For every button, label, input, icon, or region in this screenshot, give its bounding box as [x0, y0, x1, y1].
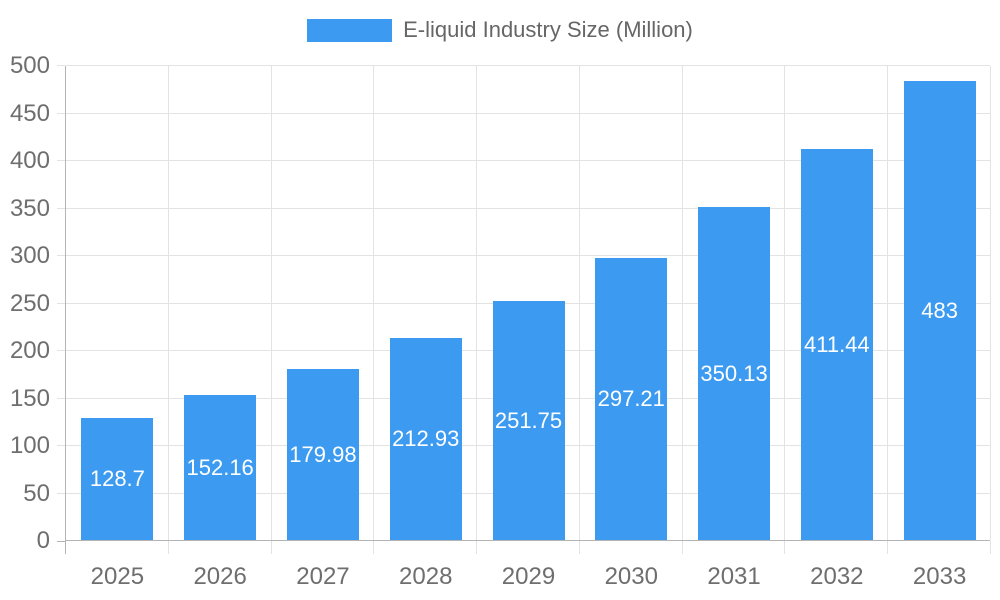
gridline-vertical: [168, 66, 169, 540]
y-axis-tick: [57, 350, 65, 351]
x-axis-label: 2027: [296, 563, 350, 590]
y-axis-tick: [57, 302, 65, 304]
y-axis-label: 350: [9, 194, 50, 222]
bar-2029[interactable]: 251.75: [492, 301, 565, 540]
bar-2033[interactable]: 483: [903, 81, 976, 540]
bar-value-label: 411.44: [804, 331, 870, 357]
x-axis-tick: [887, 541, 888, 554]
x-axis-tick: [65, 541, 66, 554]
legend-item[interactable]: E-liquid Industry Size (Million): [0, 17, 1000, 43]
x-axis-label: 2030: [604, 563, 658, 590]
x-axis-tick: [579, 541, 580, 554]
gridline-vertical: [887, 66, 888, 540]
x-axis-tick: [784, 541, 785, 554]
y-axis-tick: [57, 397, 65, 399]
legend-swatch: [307, 18, 393, 42]
y-axis-tick: [57, 541, 65, 542]
x-axis-label: 2028: [399, 563, 453, 590]
bar-value-label: 212.93: [392, 426, 460, 451]
bar-value-label: 251.75: [494, 407, 563, 433]
y-axis-label: 500: [9, 52, 50, 79]
gridline-vertical: [990, 66, 991, 540]
y-axis-tick: [57, 160, 65, 161]
x-axis-label: 2025: [90, 563, 145, 590]
y-axis-label: 250: [9, 289, 50, 317]
x-axis-label: 2032: [810, 563, 864, 590]
bar-2031[interactable]: 350.13: [698, 207, 771, 540]
y-axis-label: 300: [9, 242, 50, 269]
y-axis-label: 100: [9, 432, 50, 459]
bar-2026[interactable]: 152.16: [184, 395, 257, 540]
bar-2032[interactable]: 411.44: [800, 149, 873, 540]
bar-2030[interactable]: 297.21: [595, 258, 668, 540]
bar-2027[interactable]: 179.98: [286, 369, 359, 540]
x-axis-label: 2033: [912, 563, 967, 590]
x-axis-label: 2026: [193, 563, 247, 590]
bar-value-label: 297.21: [597, 386, 665, 411]
gridline-vertical: [476, 66, 477, 540]
plot-area: 0 50 100 150 200 250 300 350 400 450 500 128.7 2025 1…: [10, 54, 991, 590]
bar-value-label: 179.98: [289, 441, 357, 467]
bar-2025[interactable]: 128.7: [81, 418, 154, 540]
y-axis-label: 0: [36, 527, 50, 554]
y-axis-tick: [57, 112, 65, 114]
gridline-horizontal: [66, 65, 990, 66]
x-axis-label: 2029: [501, 563, 556, 590]
gridline-horizontal: [66, 112, 990, 114]
y-axis-tick: [57, 492, 65, 494]
gridline-vertical: [373, 66, 374, 540]
gridline-vertical: [579, 66, 580, 540]
gridline-vertical: [271, 66, 272, 540]
bar-value-label: 483: [921, 297, 958, 323]
legend-label: E-liquid Industry Size (Million): [403, 17, 693, 42]
y-axis-tick: [57, 445, 65, 446]
x-axis-tick: [168, 541, 169, 554]
x-axis-tick: [476, 541, 477, 554]
y-axis-tick: [57, 255, 65, 256]
y-axis-tick: [57, 207, 65, 209]
gridline-horizontal: [66, 207, 990, 209]
gridline-vertical: [784, 66, 785, 540]
x-axis-tick: [271, 541, 272, 554]
x-axis-tick: [682, 541, 683, 554]
y-axis-label: 200: [9, 337, 50, 364]
x-axis-tick: [373, 541, 374, 554]
bar-2028[interactable]: 212.93: [389, 338, 462, 540]
gridline-vertical: [682, 66, 683, 540]
bar-value-label: 128.7: [89, 466, 145, 491]
gridline-horizontal: [66, 160, 990, 161]
y-axis-tick: [57, 65, 65, 66]
bar-value-label: 350.13: [700, 360, 768, 386]
gridline-horizontal: [66, 255, 990, 256]
bar-value-label: 152.16: [186, 454, 254, 480]
y-axis-label: 400: [9, 147, 50, 174]
y-axis-label: 150: [9, 384, 50, 412]
x-axis-tick: [990, 541, 991, 554]
y-axis-label: 50: [23, 479, 50, 507]
y-axis-label: 450: [9, 99, 50, 127]
x-axis-label: 2031: [707, 563, 761, 590]
